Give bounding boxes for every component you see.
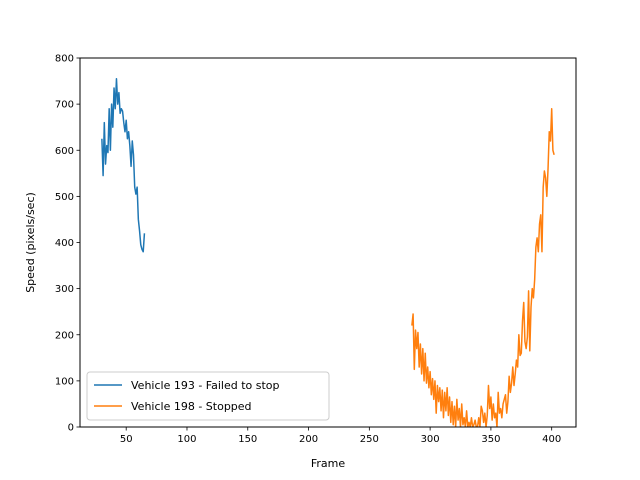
y-tick-label: 800 <box>55 54 74 65</box>
y-tick-label: 400 <box>55 238 74 249</box>
y-tick-label: 100 <box>55 376 74 387</box>
x-tick-label: 250 <box>360 434 379 445</box>
y-tick-label: 700 <box>55 100 74 111</box>
x-tick-label: 300 <box>421 434 440 445</box>
legend-entry-vehicle-193: Vehicle 193 - Failed to stop <box>131 379 280 392</box>
x-axis-ticks: 50 100 150 200 250 300 350 400 <box>120 427 561 445</box>
x-tick-label: 150 <box>238 434 257 445</box>
y-tick-label: 200 <box>55 330 74 341</box>
y-axis-ticks: 0 100 200 300 400 500 600 700 800 <box>55 54 80 434</box>
legend: Vehicle 193 - Failed to stop Vehicle 198… <box>86 371 330 421</box>
x-tick-label: 200 <box>299 434 318 445</box>
y-tick-label: 0 <box>68 423 74 434</box>
series-line-1 <box>411 107 555 427</box>
series-line-0 <box>101 78 146 253</box>
y-tick-label: 300 <box>55 284 74 295</box>
x-tick-label: 350 <box>481 434 500 445</box>
legend-entry-vehicle-198: Vehicle 198 - Stopped <box>131 400 252 413</box>
y-tick-label: 500 <box>55 192 74 203</box>
x-tick-label: 100 <box>177 434 196 445</box>
x-tick-label: 50 <box>120 434 133 445</box>
legend-box <box>86 371 330 421</box>
x-axis-label: Frame <box>311 457 346 470</box>
plot-area <box>101 78 555 427</box>
axes-frame <box>79 57 577 428</box>
y-axis-label: Speed (pixels/sec) <box>24 192 37 293</box>
y-tick-label: 600 <box>55 146 74 157</box>
x-tick-label: 400 <box>542 434 561 445</box>
